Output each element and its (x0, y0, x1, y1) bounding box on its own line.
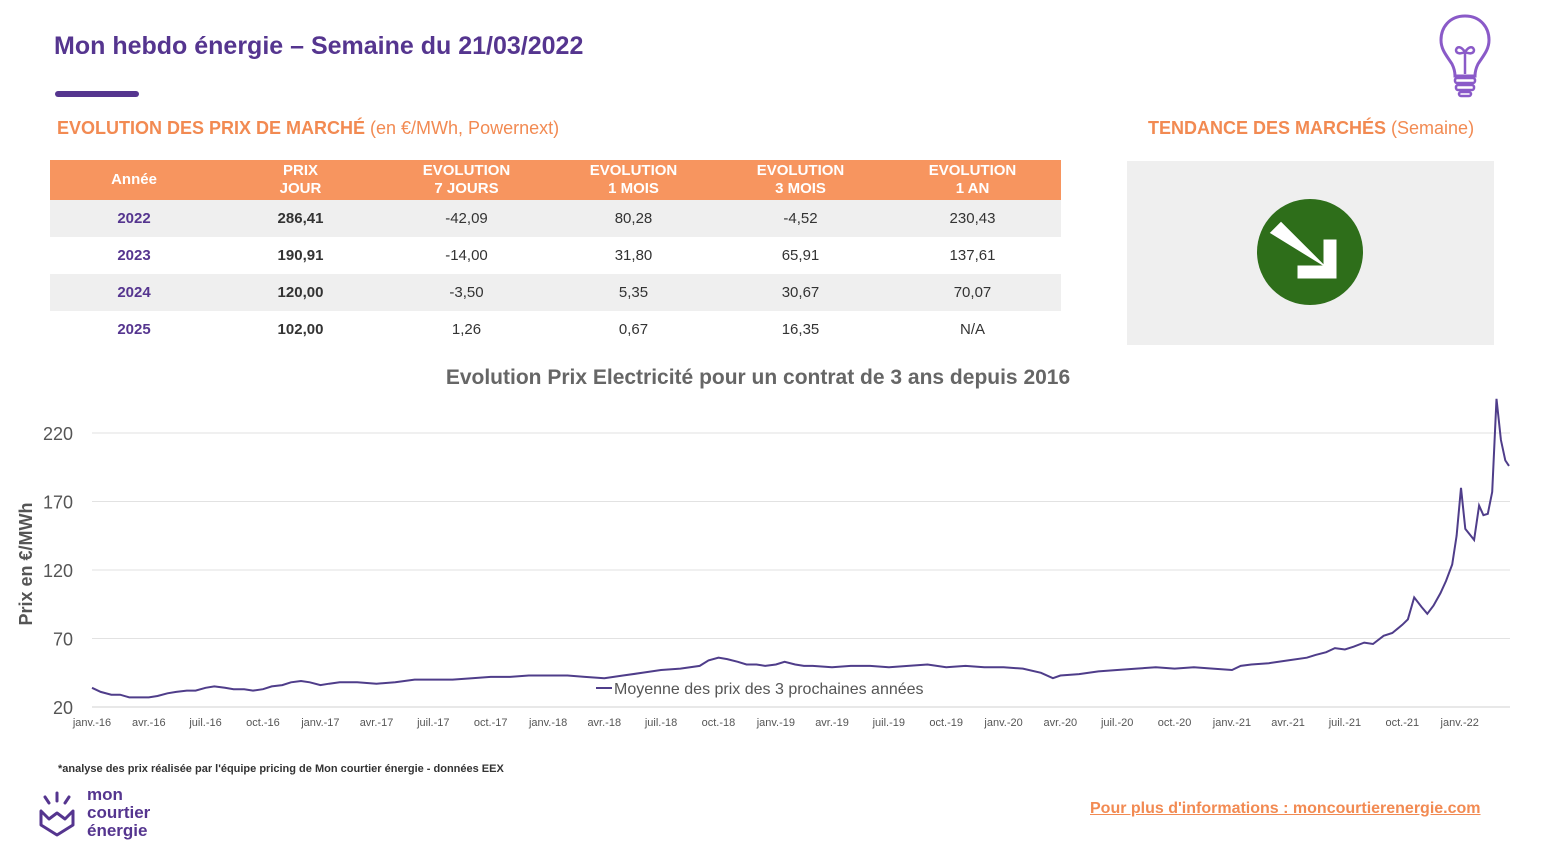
chart-grid (92, 432, 1510, 639)
x-tick-label: avr.-18 (587, 717, 621, 729)
cell-evolution-3m: 16,35 (781, 321, 820, 338)
x-tick-label: janv.-16 (72, 717, 111, 729)
x-tick-label: avr.-17 (360, 717, 394, 729)
brand-logo-text: mon courtier énergie (87, 786, 150, 840)
logo-line: mon (87, 785, 123, 804)
x-tick-label: oct.-19 (929, 717, 963, 729)
y-axis-ticks: 20 70 120 170 220 (43, 424, 73, 718)
x-axis-ticks: janv.-16 avr.-16 juil.-16 oct.-16 janv.-17 av… (72, 717, 1479, 729)
table-row: 2025 102,00 1,26 0,67 16,35 N/A (50, 311, 1061, 348)
trend-section-title: TENDANCE DES MARCHÉS (Semaine) (1148, 118, 1474, 139)
x-tick-label: janv.-21 (1212, 717, 1251, 729)
cell-year: 2024 (50, 274, 218, 311)
x-tick-label: janv.-18 (528, 717, 567, 729)
x-tick-label: oct.-20 (1158, 717, 1192, 729)
series-line-average-3y (91, 398, 1510, 699)
x-tick-label: janv.-17 (300, 717, 339, 729)
trend-section-title-suffix: (Semaine) (1386, 118, 1475, 138)
title-underline (55, 91, 139, 97)
x-tick-label: janv.-19 (756, 717, 795, 729)
logo-line: énergie (87, 821, 148, 840)
x-tick-label: avr.-16 (132, 717, 166, 729)
prices-section-title: EVOLUTION DES PRIX DE MARCHÉ (en €/MWh, … (57, 118, 559, 139)
arrow-down-right-icon (1268, 220, 1338, 280)
x-tick-label: juil.-16 (188, 717, 221, 729)
chart-legend: Moyenne des prix des 3 prochaines années (596, 681, 924, 698)
cell-evolution-1y: 230,43 (884, 200, 1061, 237)
logo-line: courtier (87, 803, 151, 822)
price-evolution-chart: Evolution Prix Electricité pour un contr… (16, 366, 1510, 729)
y-tick-label: 170 (43, 493, 73, 513)
cell-evolution-1y: 137,61 (949, 247, 996, 264)
x-tick-label: avr.-21 (1271, 717, 1305, 729)
cell-price-day: 102,00 (277, 321, 324, 338)
x-tick-label: oct.-17 (474, 717, 508, 729)
x-tick-label: juil.-17 (416, 717, 449, 729)
trend-section-title-bold: TENDANCE DES MARCHÉS (1148, 118, 1387, 138)
more-info-link[interactable]: Pour plus d'informations : moncourtieren… (1090, 800, 1481, 817)
cell-evolution-1y: N/A (959, 321, 985, 338)
cell-year: 2022 (50, 200, 218, 237)
light-bulb-icon (1439, 14, 1491, 98)
x-tick-label: oct.-16 (246, 717, 280, 729)
x-tick-label: avr.-20 (1044, 717, 1078, 729)
cell-year: 2025 (117, 321, 151, 338)
cell-price-day: 286,41 (218, 200, 383, 237)
cell-evolution-3m: 30,67 (717, 274, 884, 311)
x-tick-label: juil.-18 (644, 717, 677, 729)
table-row: 2022 286,41 -42,09 80,28 -4,52 230,43 (50, 200, 1061, 237)
header-evolution-1m: EVOLUTION 1 MOIS (550, 160, 717, 200)
legend-label: Moyenne des prix des 3 prochaines années (614, 681, 924, 698)
cell-evolution-1m: 31,80 (614, 247, 653, 264)
y-tick-label: 220 (43, 424, 73, 444)
footnote: *analyse des prix réalisée par l'équipe … (58, 763, 504, 775)
market-prices-table: Année PRIX JOUR EVOLUTION 7 JOURS EVOLUTIO… (50, 160, 1061, 348)
cell-evolution-1m: 5,35 (550, 274, 717, 311)
header-evolution-1y: EVOLUTION 1 AN (884, 160, 1061, 200)
cell-evolution-7d: 1,26 (451, 321, 482, 338)
cell-evolution-1y: 70,07 (884, 274, 1061, 311)
header-year: Année (50, 160, 218, 200)
y-axis-label: Prix en €/MWh (16, 502, 36, 625)
brand-logo-icon (39, 791, 75, 837)
y-tick-label: 70 (53, 630, 73, 650)
prices-section-title-suffix: (en €/MWh, Powernext) (365, 118, 560, 138)
chart-title: Evolution Prix Electricité pour un contr… (446, 366, 1070, 389)
x-tick-label: janv.-20 (983, 717, 1022, 729)
x-tick-label: janv.-22 (1440, 717, 1479, 729)
y-tick-label: 20 (53, 698, 73, 718)
cell-evolution-7d: -14,00 (445, 247, 488, 264)
x-tick-label: juil.-20 (1100, 717, 1133, 729)
table-header-row: Année PRIX JOUR EVOLUTION 7 JOURS EVOLUTIO… (50, 160, 1061, 200)
cell-price-day: 120,00 (218, 274, 383, 311)
header-price-day: PRIX JOUR (218, 160, 383, 200)
cell-evolution-1m: 0,67 (618, 321, 649, 338)
x-tick-label: oct.-18 (702, 717, 736, 729)
cell-evolution-3m: -4,52 (717, 200, 884, 237)
table-row: 2023 190,91 -14,00 31,80 65,91 137,61 (50, 237, 1061, 274)
cell-price-day: 190,91 (277, 247, 324, 264)
y-tick-label: 120 (43, 561, 73, 581)
cell-evolution-7d: -42,09 (383, 200, 550, 237)
table-row: 2024 120,00 -3,50 5,35 30,67 70,07 (50, 274, 1061, 311)
x-tick-label: juil.-19 (872, 717, 905, 729)
header-evolution-3m: EVOLUTION 3 MOIS (717, 160, 884, 200)
header-evolution-7d: EVOLUTION 7 JOURS (383, 160, 550, 200)
cell-evolution-1m: 80,28 (550, 200, 717, 237)
page-title: Mon hebdo énergie – Semaine du 21/03/202… (54, 32, 584, 60)
cell-evolution-3m: 65,91 (781, 247, 820, 264)
cell-year: 2023 (117, 247, 151, 264)
x-tick-label: juil.-21 (1328, 717, 1361, 729)
prices-section-title-bold: EVOLUTION DES PRIX DE MARCHÉ (57, 118, 366, 138)
x-tick-label: oct.-21 (1385, 717, 1419, 729)
x-tick-label: avr.-19 (815, 717, 849, 729)
cell-evolution-7d: -3,50 (383, 274, 550, 311)
trend-indicator (1257, 199, 1363, 305)
